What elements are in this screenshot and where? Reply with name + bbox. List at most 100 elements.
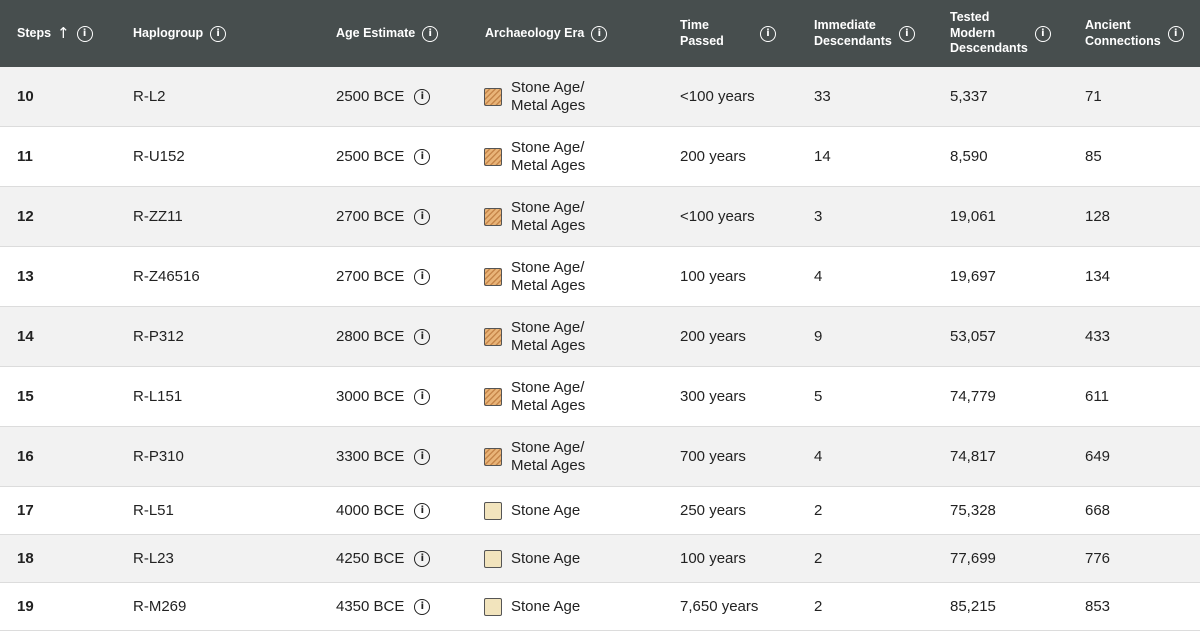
- archaeology-era: Stone Age/Metal Ages: [484, 307, 585, 366]
- age-estimate: 2800 BCE i: [336, 307, 431, 366]
- age-estimate-value: 2500 BCE: [336, 88, 405, 105]
- table-row[interactable]: 13 R-Z46516 2700 BCE i Stone Age/Metal Ages 1…: [0, 247, 1200, 307]
- age-estimate: 4000 BCE i: [336, 487, 431, 534]
- age-estimate: 2700 BCE i: [336, 187, 431, 246]
- header-immediate-line2: Descendants: [814, 33, 892, 48]
- age-estimate: 2500 BCE i: [336, 67, 431, 126]
- archaeology-era: Stone Age/Metal Ages: [484, 187, 585, 246]
- haplogroup-name: R-L151: [133, 388, 183, 405]
- header-immediate-descendants-label: Immediate Descendants: [814, 18, 892, 49]
- haplogroup-name: R-P312: [133, 328, 184, 345]
- age-estimate-value: 4350 BCE: [336, 598, 405, 615]
- step-number: 19: [17, 598, 34, 615]
- info-icon[interactable]: i: [414, 388, 431, 405]
- header-immediate-descendants[interactable]: Immediate Descendants i: [814, 0, 915, 67]
- haplogroup-name: R-Z46516: [133, 268, 200, 285]
- age-estimate: 3000 BCE i: [336, 367, 431, 426]
- header-tested-line1: Tested: [950, 10, 990, 25]
- time-passed: <100 years: [680, 208, 755, 225]
- info-icon[interactable]: i: [414, 448, 431, 465]
- step-number: 15: [17, 388, 34, 405]
- header-age-estimate[interactable]: Age Estimate i: [336, 0, 439, 67]
- info-icon[interactable]: i: [591, 25, 608, 42]
- info-icon[interactable]: i: [414, 88, 431, 105]
- table-row[interactable]: 12 R-ZZ11 2700 BCE i Stone Age/Metal Ages <10…: [0, 187, 1200, 247]
- era-label-line1: Stone Age/: [511, 138, 585, 156]
- step-number: 17: [17, 502, 34, 519]
- age-estimate-value: 3300 BCE: [336, 448, 405, 465]
- info-icon[interactable]: i: [414, 598, 431, 615]
- info-icon[interactable]: i: [76, 25, 93, 42]
- age-estimate: 2500 BCE i: [336, 127, 431, 186]
- header-ancient-connections[interactable]: Ancient Connections i: [1085, 0, 1184, 67]
- era-label: Stone Age/Metal Ages: [511, 259, 585, 295]
- archaeology-era: Stone Age/Metal Ages: [484, 247, 585, 306]
- era-label-line1: Stone Age/: [511, 378, 585, 396]
- tested-modern-descendants: 74,779: [950, 388, 996, 405]
- age-estimate-value: 4250 BCE: [336, 550, 405, 567]
- header-archaeology-era-label: Archaeology Era: [485, 25, 585, 40]
- info-icon[interactable]: i: [422, 25, 439, 42]
- era-label: Stone Age: [511, 550, 580, 568]
- metal-age-swatch-icon: [484, 207, 502, 226]
- table-row[interactable]: 17 R-L51 4000 BCE i Stone Age 250 years 2 75,32…: [0, 487, 1200, 535]
- haplogroup-name: R-ZZ11: [133, 208, 183, 225]
- table-row[interactable]: 16 R-P310 3300 BCE i Stone Age/Metal Ages 700…: [0, 427, 1200, 487]
- step-number: 11: [17, 148, 33, 165]
- info-icon[interactable]: i: [1034, 25, 1051, 42]
- archaeology-era: Stone Age: [484, 487, 580, 534]
- era-label-line1: Stone Age/: [511, 438, 585, 456]
- info-icon[interactable]: i: [414, 550, 431, 567]
- era-label-line1: Stone Age/: [511, 318, 585, 336]
- era-label: Stone Age: [511, 598, 580, 616]
- info-icon[interactable]: i: [210, 25, 227, 42]
- table-row[interactable]: 11 R-U152 2500 BCE i Stone Age/Metal Ages 200…: [0, 127, 1200, 187]
- tested-modern-descendants: 19,061: [950, 208, 996, 225]
- header-haplogroup[interactable]: Haplogroup i: [133, 0, 227, 67]
- table-row[interactable]: 15 R-L151 3000 BCE i Stone Age/Metal Ages 300…: [0, 367, 1200, 427]
- ancient-connections: 128: [1085, 208, 1111, 225]
- haplogroup-name: R-L2: [133, 88, 166, 105]
- metal-age-swatch-icon: [484, 327, 502, 346]
- archaeology-era: Stone Age: [484, 535, 580, 582]
- info-icon[interactable]: i: [414, 268, 431, 285]
- age-estimate-value: 2500 BCE: [336, 148, 405, 165]
- ancient-connections: 776: [1085, 550, 1111, 567]
- table-row[interactable]: 10 R-L2 2500 BCE i Stone Age/Metal Ages <100 …: [0, 67, 1200, 127]
- ancient-connections: 649: [1085, 448, 1111, 465]
- header-archaeology-era[interactable]: Archaeology Era i: [485, 0, 608, 67]
- info-icon[interactable]: i: [898, 25, 915, 42]
- tested-modern-descendants: 75,328: [950, 502, 996, 519]
- era-label: Stone Age/Metal Ages: [511, 79, 585, 115]
- step-number: 12: [17, 208, 34, 225]
- header-time-passed[interactable]: Time Passed i: [680, 0, 776, 67]
- table-row[interactable]: 19 R-M269 4350 BCE i Stone Age 7,650 years 2 85…: [0, 583, 1200, 631]
- immediate-descendants: 33: [814, 88, 831, 105]
- table-row[interactable]: 14 R-P312 2800 BCE i Stone Age/Metal Ages 200…: [0, 307, 1200, 367]
- tested-modern-descendants: 8,590: [950, 148, 988, 165]
- ancient-connections: 85: [1085, 148, 1102, 165]
- era-label-line1: Stone Age/: [511, 78, 585, 96]
- info-icon[interactable]: i: [1167, 25, 1184, 42]
- header-tested-modern-descendants[interactable]: Tested Modern Descendants i: [950, 0, 1051, 67]
- info-icon[interactable]: i: [414, 328, 431, 345]
- immediate-descendants: 9: [814, 328, 823, 345]
- info-icon[interactable]: i: [414, 502, 431, 519]
- age-estimate-value: 3000 BCE: [336, 388, 405, 405]
- step-number: 18: [17, 550, 34, 567]
- age-estimate-value: 2800 BCE: [336, 328, 405, 345]
- info-icon[interactable]: i: [414, 208, 431, 225]
- ancient-connections: 668: [1085, 502, 1111, 519]
- era-label-line1: Stone Age: [511, 501, 581, 519]
- table-row[interactable]: 18 R-L23 4250 BCE i Stone Age 100 years 2 77,69…: [0, 535, 1200, 583]
- arrow-up-icon[interactable]: ↑: [57, 23, 70, 42]
- info-icon[interactable]: i: [414, 148, 431, 165]
- era-label-line1: Stone Age/: [511, 258, 585, 276]
- info-icon[interactable]: i: [760, 25, 776, 42]
- haplogroup-name: R-L51: [133, 502, 174, 519]
- immediate-descendants: 2: [814, 550, 823, 567]
- era-label-line1: Stone Age: [511, 597, 581, 615]
- era-label: Stone Age/Metal Ages: [511, 139, 585, 175]
- header-steps[interactable]: Steps ↑ i: [17, 0, 93, 67]
- time-passed: 250 years: [680, 502, 746, 519]
